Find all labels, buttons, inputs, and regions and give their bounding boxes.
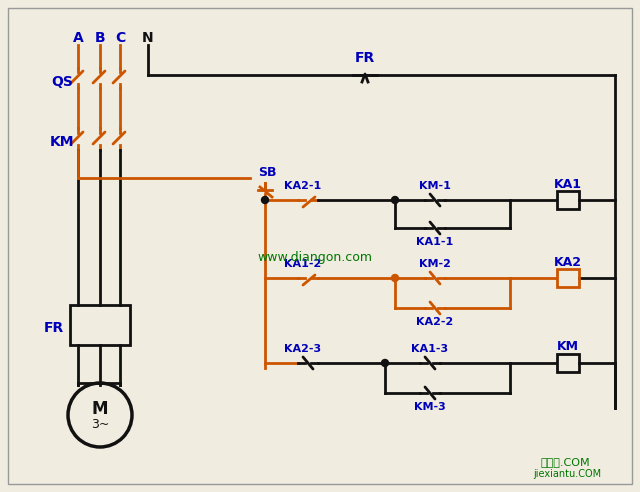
Text: N: N [142, 31, 154, 45]
Text: KM-3: KM-3 [414, 402, 446, 412]
Text: QS: QS [51, 75, 73, 89]
Text: SB: SB [258, 165, 276, 179]
Text: A: A [72, 31, 83, 45]
Text: KA2: KA2 [554, 255, 582, 269]
Text: KM-1: KM-1 [419, 181, 451, 191]
Text: KA1-1: KA1-1 [417, 237, 454, 247]
Text: KM: KM [50, 135, 74, 149]
Text: KA2-2: KA2-2 [417, 317, 454, 327]
Circle shape [392, 275, 399, 281]
Circle shape [392, 196, 399, 204]
Text: KM-2: KM-2 [419, 259, 451, 269]
Text: C: C [115, 31, 125, 45]
Text: B: B [95, 31, 106, 45]
Bar [557, 191, 579, 209]
Bar [70, 305, 130, 345]
Bar [557, 269, 579, 287]
Circle shape [381, 360, 388, 367]
Text: KA1-2: KA1-2 [284, 259, 322, 269]
Text: FR: FR [355, 51, 375, 65]
Bar [557, 354, 579, 372]
Circle shape [262, 196, 269, 204]
Text: KA2-1: KA2-1 [284, 181, 322, 191]
Text: 接线图.COM: 接线图.COM [540, 457, 590, 467]
Text: M: M [92, 400, 108, 418]
Text: FR: FR [44, 321, 64, 335]
Text: KM: KM [557, 340, 579, 353]
Text: jiexiantu.COM: jiexiantu.COM [533, 469, 601, 479]
Text: www.diangon.com: www.diangon.com [257, 251, 372, 265]
Text: KA1-3: KA1-3 [412, 344, 449, 354]
Text: KA2-3: KA2-3 [284, 344, 321, 354]
Text: 3~: 3~ [91, 419, 109, 431]
Text: KA1: KA1 [554, 178, 582, 190]
